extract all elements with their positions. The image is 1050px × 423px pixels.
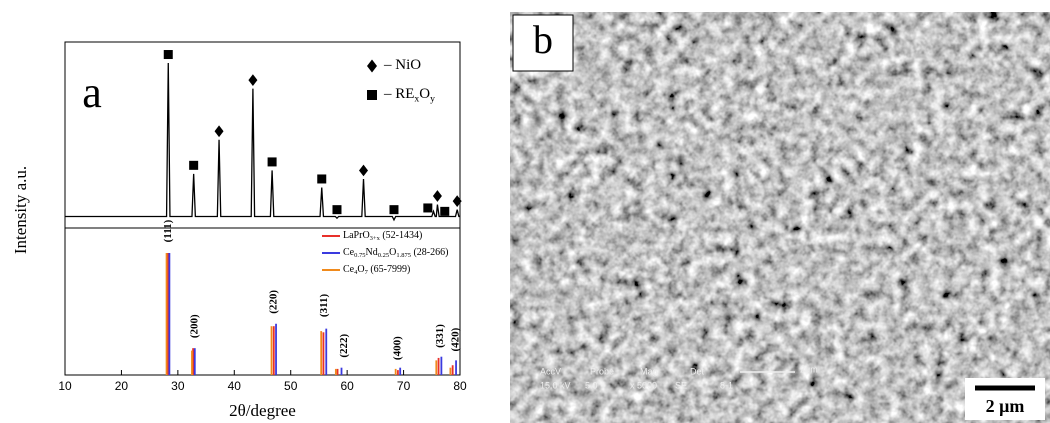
phase-marker xyxy=(332,205,342,215)
phase-marker xyxy=(267,157,277,167)
scale-label: 2 μm xyxy=(986,396,1025,416)
hkl-label: (222) xyxy=(338,333,350,357)
hkl-label: (400) xyxy=(391,336,403,360)
legend-text-part: 7 xyxy=(365,269,369,276)
info-header: Probe xyxy=(590,366,614,376)
hkl-label: (220) xyxy=(267,290,279,314)
panel-label: b xyxy=(533,17,553,62)
panel-label: a xyxy=(82,68,102,117)
legend-text-part: Ce xyxy=(343,264,355,275)
phase-marker xyxy=(389,205,399,215)
info-value: 15.0 kV xyxy=(540,380,571,390)
info-header: Det xyxy=(690,366,705,376)
legend-text-part: 0.25 xyxy=(378,252,389,259)
phase-marker xyxy=(440,206,450,216)
legend-text-part: O xyxy=(419,86,430,102)
x-axis-label: 2θ/degree xyxy=(229,401,296,420)
phase-marker xyxy=(317,174,327,184)
info-value: 5.0 xyxy=(585,380,598,390)
legend-text-part: Ce xyxy=(343,247,355,258)
phase-marker xyxy=(248,74,258,86)
legend-symbol xyxy=(367,90,377,100)
info-value: x 5000 xyxy=(630,380,657,390)
phase-marker xyxy=(359,164,369,177)
phase-marker xyxy=(189,160,199,170)
legend-text-part: 3+x xyxy=(370,235,381,242)
info-header: Mag xyxy=(640,366,658,376)
plot-frame xyxy=(64,41,461,376)
x-tick-label: 60 xyxy=(340,379,354,393)
legend-text-part: (28-266) xyxy=(411,247,449,258)
legend-text-part: – RE xyxy=(383,86,414,102)
x-tick-label: 40 xyxy=(228,379,242,393)
legend-text-part: – NiO xyxy=(383,57,421,73)
y-axis-label: Intensity a.u. xyxy=(11,166,30,254)
legend-text-part: (65-7999) xyxy=(368,264,411,275)
phase-marker xyxy=(214,125,224,138)
x-tick-label: 50 xyxy=(284,379,298,393)
legend-label: – RExOy xyxy=(383,86,435,104)
legend-text-part: Nd xyxy=(365,247,377,258)
phase-marker xyxy=(423,203,433,213)
hkl-label: (111) xyxy=(162,219,174,242)
hkl-label: (420) xyxy=(450,327,462,351)
xrd-pattern xyxy=(65,63,460,222)
panel-label-box xyxy=(512,14,574,72)
info-value: 8-1 xyxy=(720,380,733,390)
legend-text-part: (52-1434) xyxy=(380,230,423,241)
sem-image: b 2 μm AccV Probe Mag Det 15.0 kV 5.0 x 5000 SE… xyxy=(510,12,1050,423)
hkl-label: (311) xyxy=(318,294,330,318)
legend-text-part: O xyxy=(357,264,364,275)
info-value: SE xyxy=(675,380,687,390)
legend-label: – NiO xyxy=(383,57,421,73)
hkl-label: (331) xyxy=(434,324,446,348)
legend-symbol xyxy=(367,59,377,73)
legend-label: Ce0.75Nd0.25O1.875 (28-266) xyxy=(343,247,448,259)
legend-text-part: y xyxy=(430,94,435,105)
legend-text-part: x xyxy=(414,94,419,105)
sem-texture xyxy=(510,12,1050,423)
x-tick-label: 20 xyxy=(115,379,129,393)
phase-marker xyxy=(163,50,173,60)
info-header: AccV xyxy=(540,366,561,376)
legend-text-part: O xyxy=(389,247,396,258)
x-tick-label: 80 xyxy=(453,379,467,393)
hkl-label: (200) xyxy=(188,314,200,338)
phase-marker xyxy=(432,190,442,202)
x-tick-label: 30 xyxy=(171,379,185,393)
legend-text-part: 4 xyxy=(354,269,358,276)
info-bar-label: 2μm xyxy=(800,364,818,374)
legend-text-part: LaPrO xyxy=(343,230,370,241)
x-tick-label: 10 xyxy=(58,379,72,393)
phase-marker xyxy=(452,195,462,207)
legend-label: LaPrO3+x (52-1434) xyxy=(343,230,422,242)
legend-text-part: 1.875 xyxy=(396,252,411,259)
scale-box xyxy=(965,378,1045,420)
xrd-chart: 10 20 30 40 50 60 70 80 2θ/degree Intensity a.u. a… xyxy=(11,41,467,420)
x-tick-label: 70 xyxy=(397,379,411,393)
legend-label: Ce4O7 (65-7999) xyxy=(343,264,410,276)
legend-text-part: 0.75 xyxy=(354,252,365,259)
